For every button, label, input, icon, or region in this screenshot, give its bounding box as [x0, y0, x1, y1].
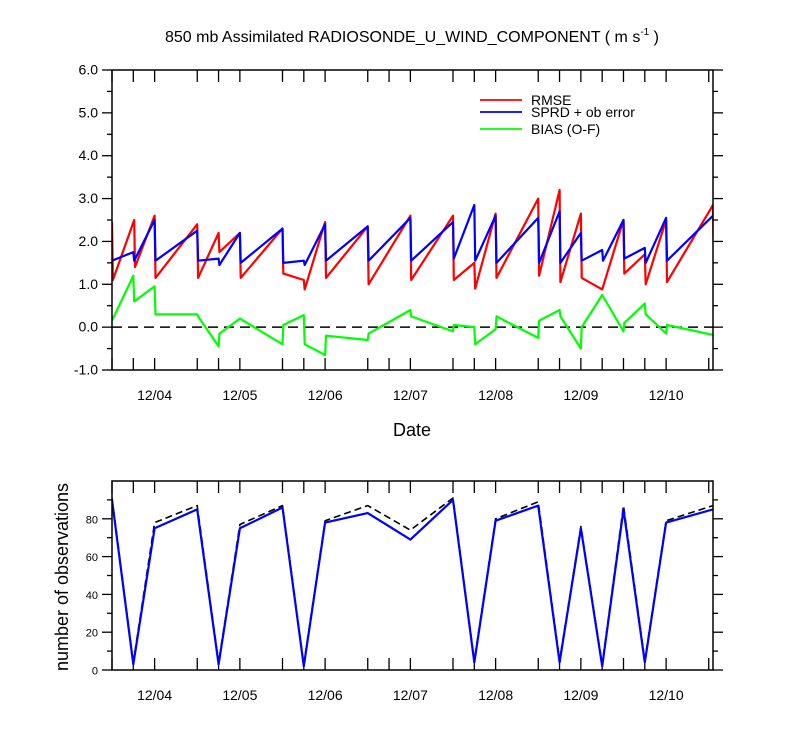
bottom-plot-frame	[111, 480, 714, 671]
bottom-y-tick-label: 60	[86, 552, 98, 564]
top-x-tick-label: 12/08	[478, 387, 513, 403]
legend-label-bias: BIAS (O-F)	[531, 121, 600, 137]
top-plot-area: -1.0 0.0 1.0 2.0 3.0 4.0 5.0 6.0 12/04 12/05 12/06…	[74, 62, 723, 403]
top-x-tick-label: 12/10	[649, 387, 684, 403]
chart-title-unit-exponent: -1	[640, 27, 649, 38]
top-x-tick-label: 12/07	[393, 387, 428, 403]
top-y-tick-label: 6.0	[79, 62, 99, 78]
bottom-series-group	[112, 497, 713, 668]
y-axis-label-observations: number of observations	[52, 483, 72, 671]
bottom-x-tick-label: 12/10	[649, 687, 684, 703]
bottom-plot-area: 0 20 40 60 80 12/04 12/05 12/06 12/07 12/08 12/09 1…	[86, 480, 723, 703]
top-series-line-bias-o-f	[112, 274, 713, 357]
bottom-series-line-total-observations	[112, 497, 713, 666]
top-y-tick-label: 2.0	[79, 233, 99, 249]
bottom-x-tick-label: 12/09	[563, 687, 598, 703]
top-y-tick-label: 5.0	[79, 104, 99, 120]
bottom-x-tick-label: 12/06	[308, 687, 343, 703]
top-y-tick-label: 4.0	[79, 147, 99, 163]
bottom-x-tick-label: 12/04	[137, 687, 172, 703]
top-y-tick-label: 0.0	[79, 319, 99, 335]
top-x-tick-label: 12/09	[563, 387, 598, 403]
chart-title: 850 mb Assimilated RADIOSONDE_U_WIND_COM…	[165, 27, 659, 46]
top-y-tick-label: 3.0	[79, 190, 99, 206]
top-plot-frame	[111, 69, 714, 371]
legend: RMSE SPRD + ob error BIAS (O-F)	[480, 92, 635, 137]
bottom-series-line-assimilated-observations	[112, 498, 713, 668]
bottom-y-tick-label: 40	[86, 590, 98, 602]
top-x-tick-label: 12/06	[308, 387, 343, 403]
bottom-x-tick-label: 12/07	[393, 687, 428, 703]
top-y-tick-label: 1.0	[79, 276, 99, 292]
x-axis-label: Date	[393, 420, 431, 440]
top-y-tick-label: -1.0	[74, 362, 98, 378]
top-x-tick-label: 12/05	[222, 387, 257, 403]
top-x-tick-label: 12/04	[137, 387, 172, 403]
bottom-y-tick-label: 0	[92, 666, 98, 678]
legend-label-sprd: SPRD + ob error	[531, 104, 635, 120]
legend-label-rmse: RMSE	[531, 92, 571, 108]
top-series-line-sprd-ob-error	[112, 203, 713, 267]
bottom-y-tick-label: 80	[86, 514, 98, 526]
top-series-group	[112, 188, 713, 357]
bottom-x-tick-label: 12/08	[478, 687, 513, 703]
bottom-x-tick-label: 12/05	[222, 687, 257, 703]
bottom-y-tick-label: 20	[86, 628, 98, 640]
